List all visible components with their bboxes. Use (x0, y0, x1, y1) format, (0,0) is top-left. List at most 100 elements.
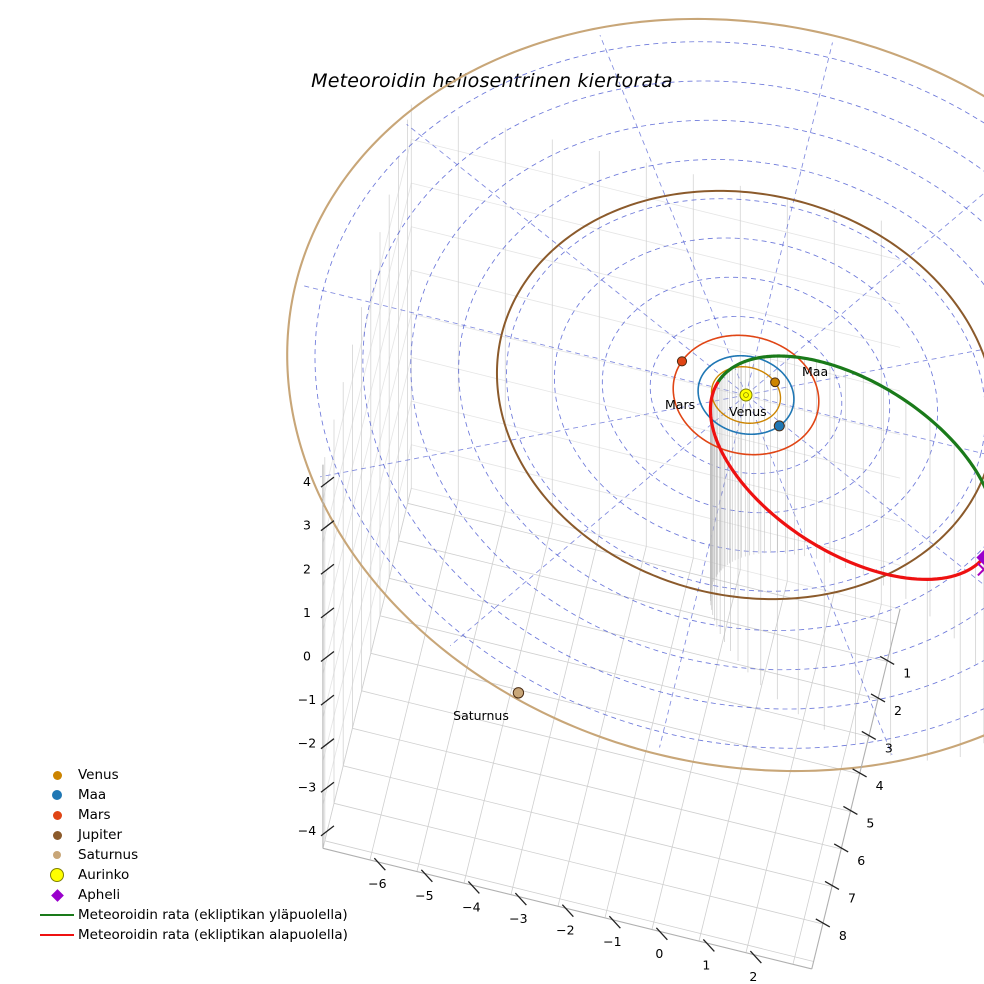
polar-grid-ray (659, 394, 747, 748)
wall-grid-line (322, 183, 412, 544)
x-tick-label: −2 (556, 923, 574, 938)
wall-grid-line (322, 401, 412, 762)
y-tick-mark (879, 655, 895, 666)
legend-item[interactable]: Saturnus (36, 845, 376, 865)
floor-grid-line (604, 557, 694, 919)
x-axis-spine (322, 847, 812, 970)
polar-grid-ray (745, 42, 833, 396)
z-tick-label: 4 (303, 474, 311, 489)
floor-grid-line (352, 727, 842, 850)
floor-grid-line (407, 502, 897, 625)
legend-item-label: Maa (78, 787, 107, 803)
polar-grid-ray (406, 123, 747, 396)
y-tick-label: 7 (848, 891, 856, 906)
legend-line-icon (36, 934, 78, 936)
marker-aurinko[interactable] (739, 388, 753, 402)
wall-grid-line (322, 139, 412, 500)
z-tick-mark (320, 738, 335, 750)
legend-dot-icon (36, 851, 78, 859)
polar-grid-ray (745, 394, 984, 455)
polar-grid-ray (599, 35, 747, 396)
legend-diamond-icon (36, 888, 78, 902)
wall-grid-line (322, 313, 412, 675)
y-tick-mark (870, 693, 886, 703)
legend-item-label: Aurinko (78, 867, 130, 883)
polar-grid-ray (745, 192, 984, 396)
polar-grid-ray (745, 394, 984, 586)
legend-item[interactable]: Meteoroidin rata (ekliptikan yläpuolella… (36, 905, 376, 925)
legend-item[interactable]: Maa (36, 785, 376, 805)
orbit-saturnus (286, 17, 984, 773)
polar-grid-circle (601, 276, 891, 514)
marker-maa[interactable] (773, 420, 785, 432)
wall-grid-line (411, 226, 901, 348)
marker-apheli-diamond[interactable] (976, 549, 984, 565)
meteoroid-trajectory (708, 354, 984, 581)
z-tick-label: 2 (303, 561, 311, 576)
y-tick-label: 6 (857, 853, 865, 868)
x-tick-label: 2 (749, 969, 757, 984)
z-tick-mark (320, 650, 335, 662)
legend-item[interactable]: Aurinko (36, 865, 376, 885)
trajectory-stems (710, 356, 984, 761)
z-tick-mark (320, 563, 335, 575)
floor-grid-line (333, 802, 823, 925)
wall-grid-line (322, 488, 412, 849)
body-label-venus: Venus (729, 404, 767, 419)
legend-dot-icon (36, 810, 78, 820)
z-tick-label: −3 (298, 779, 316, 794)
polar-grid-ray (745, 348, 984, 396)
wall-grid-line (322, 444, 412, 805)
y-tick-mark (861, 730, 877, 741)
legend-dot-icon (36, 868, 78, 882)
y-tick-label: 4 (876, 778, 884, 793)
x-tick-label: −4 (462, 899, 480, 914)
legend-item-label: Apheli (78, 887, 121, 903)
marker-saturnus[interactable] (512, 687, 525, 699)
wall-grid-line (411, 139, 901, 261)
z-tick-label: −1 (298, 692, 316, 707)
y-tick-mark (843, 805, 858, 816)
chart-title: Meteoroidin heliosentrinen kiertorata (311, 70, 673, 92)
legend-item[interactable]: Venus (36, 765, 376, 785)
floor-grid-line (324, 840, 814, 962)
x-tick-label: 1 (702, 957, 710, 972)
legend-line-icon (36, 914, 78, 916)
wall-grid-line (411, 444, 901, 566)
y-tick-label: 3 (885, 741, 893, 756)
axes-spines-ticks: 4 3 2 1 0 −1 −2 −3 −4 −6 −5 −4 −3 −2 −1 0 1 2 1 2 3 4 5 6 7 8 (298, 464, 911, 984)
z-tick-label: 1 (303, 605, 311, 620)
legend-item-label: Meteoroidin rata (ekliptikan alapuolella… (78, 927, 348, 943)
legend-item[interactable]: Jupiter (36, 825, 376, 845)
wall-grid-line (411, 400, 901, 523)
z-tick-mark (320, 781, 335, 793)
z-tick-label: 3 (303, 518, 311, 533)
wall-grid-line (411, 269, 901, 392)
y-tick-label: 5 (866, 816, 874, 831)
legend-item[interactable]: Meteoroidin rata (ekliptikan alapuolella… (36, 925, 376, 945)
wall-grid-line (322, 270, 412, 631)
x-tick-mark (655, 927, 668, 941)
z-tick-label: −2 (298, 736, 316, 751)
y-tick-label: 8 (839, 928, 847, 943)
legend-item[interactable]: Apheli (36, 885, 376, 905)
y-tick-mark (824, 880, 840, 891)
z-tick-mark (320, 520, 335, 532)
legend-dot-icon (36, 830, 78, 840)
marker-mars[interactable] (676, 356, 688, 367)
x-tick-label: −5 (415, 888, 433, 903)
x-tick-mark (373, 857, 386, 871)
x-tick-mark (702, 939, 715, 952)
legend-item-label: Saturnus (78, 847, 139, 863)
legend-item-label: Venus (78, 767, 119, 783)
legend-item[interactable]: Mars (36, 805, 376, 825)
x-tick-mark (514, 892, 527, 906)
y-axis-spine (811, 608, 901, 970)
x-tick-label: −3 (509, 911, 527, 926)
y-tick-mark (815, 918, 831, 928)
marker-venus[interactable] (770, 377, 780, 388)
z-tick-mark (320, 825, 335, 837)
marker-aurinko-inner (743, 392, 749, 398)
floor-grid-line (557, 546, 647, 907)
